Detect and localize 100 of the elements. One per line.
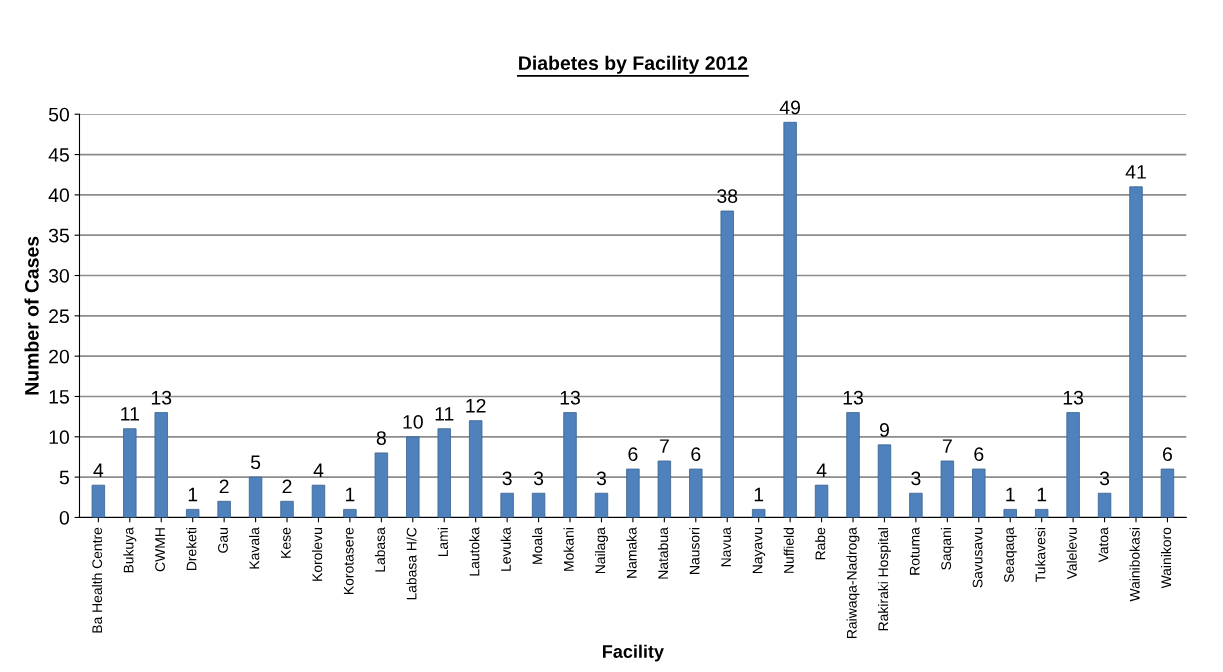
bar	[720, 210, 734, 518]
x-tick-label: Bukuya	[123, 527, 137, 573]
x-tick-label: Nayavu	[752, 528, 766, 574]
x-tick-label: Nuffield	[783, 528, 794, 573]
bar	[343, 508, 357, 518]
data-label: 7	[659, 439, 669, 453]
x-tick-label: Labasa H/C	[406, 527, 417, 600]
data-label: 6	[628, 447, 638, 462]
data-label: 6	[691, 447, 701, 462]
bar	[468, 420, 483, 518]
y-tick-label: 15	[49, 390, 69, 404]
bar	[185, 508, 200, 518]
y-tick-label: 40	[48, 188, 70, 203]
x-tick-label: Wainikoro	[1160, 527, 1172, 589]
bar	[689, 468, 703, 518]
x-tick-label: Ba Health Centre	[91, 527, 103, 633]
chart-title: Diabetes by Facility 2012	[519, 55, 748, 74]
data-label: 3	[1099, 471, 1110, 486]
y-tick-label: 25	[49, 309, 69, 324]
data-label: 7	[942, 439, 952, 453]
x-tick-label: Natabua	[657, 527, 669, 579]
data-label: 38	[717, 189, 738, 203]
bar	[626, 468, 640, 518]
data-label: 1	[345, 487, 355, 502]
x-tick-label: Kese	[281, 527, 291, 558]
bar	[374, 452, 389, 518]
data-label: 2	[219, 479, 229, 494]
y-axis-title: Number of Cases	[24, 236, 39, 395]
data-label: 12	[466, 398, 486, 413]
bar	[783, 121, 797, 518]
data-label: 4	[816, 463, 827, 477]
x-tick-label: Labasa	[374, 527, 386, 572]
bar	[217, 500, 231, 518]
y-tick-label: 35	[48, 228, 69, 243]
data-label: 13	[843, 390, 863, 405]
x-tick-label: Moala	[532, 527, 543, 564]
data-label: 9	[879, 423, 889, 437]
data-label: 6	[1163, 447, 1172, 462]
bar	[940, 460, 955, 518]
y-tick-label: 0	[59, 510, 70, 525]
y-tick-label: 45	[48, 148, 69, 162]
data-label: 41	[1125, 165, 1146, 179]
data-label: 3	[911, 471, 921, 486]
y-tick-label: 5	[59, 470, 69, 485]
data-label: 10	[403, 415, 423, 429]
x-tick-label: Korolevu	[311, 528, 323, 581]
data-label: 11	[435, 407, 454, 421]
data-label: 3	[596, 471, 607, 486]
x-tick-label: Rakiraki Hospital	[877, 528, 891, 631]
x-tick-label: Rabe	[815, 527, 826, 560]
x-tick-label: Savusavu	[972, 528, 983, 588]
bar	[1097, 492, 1112, 518]
bar	[154, 412, 168, 518]
data-label: 13	[560, 390, 580, 405]
y-tick-label: 20	[49, 349, 70, 364]
bar	[280, 500, 294, 518]
y-tick-label: 10	[49, 430, 70, 445]
x-tick-label: Navua	[721, 527, 731, 567]
data-label: 1	[188, 487, 198, 502]
bar	[877, 444, 892, 518]
x-tick-label: Gau	[218, 528, 228, 553]
bar	[311, 484, 326, 518]
x-tick-label: Rotuma	[909, 527, 920, 575]
bar	[657, 460, 672, 518]
data-label: 49	[779, 100, 801, 115]
x-tick-label: Vatoa	[1098, 527, 1109, 563]
data-label: 5	[250, 455, 261, 470]
data-label: 8	[376, 431, 386, 445]
bar	[437, 428, 451, 518]
x-tick-label: Wainibokasi	[1129, 528, 1140, 602]
bar	[814, 484, 829, 518]
bar	[909, 492, 923, 518]
bar	[406, 436, 420, 518]
bar	[248, 476, 263, 518]
x-tick-label: Nausori	[689, 528, 700, 574]
bar	[846, 412, 860, 518]
x-tick-label: Dreketi	[186, 528, 197, 571]
data-label: 11	[121, 407, 139, 421]
data-label: 6	[974, 447, 984, 462]
x-tick-label: Namaka	[626, 527, 637, 578]
bar	[751, 508, 766, 518]
x-tick-label: Nailaga	[594, 527, 608, 574]
x-tick-label: Lautoka	[469, 527, 480, 576]
y-tick-label: 50	[48, 107, 70, 122]
data-label: 13	[151, 390, 172, 405]
bar	[531, 492, 546, 518]
bar	[91, 484, 106, 518]
x-tick-label: Mokani	[563, 528, 574, 571]
x-tick-label: Levuka	[500, 527, 511, 571]
bar	[123, 428, 137, 518]
bar	[1066, 412, 1080, 518]
data-label: 2	[282, 479, 292, 494]
x-tick-label: Valelevu	[1066, 528, 1077, 580]
bar	[1129, 186, 1143, 518]
bar	[1003, 508, 1017, 518]
x-tick-label: Kavala	[249, 527, 260, 569]
x-tick-label: CWMH	[155, 528, 165, 572]
x-tick-label: Tukavesi	[1035, 528, 1046, 582]
bar	[594, 492, 609, 518]
bar	[1160, 468, 1175, 518]
